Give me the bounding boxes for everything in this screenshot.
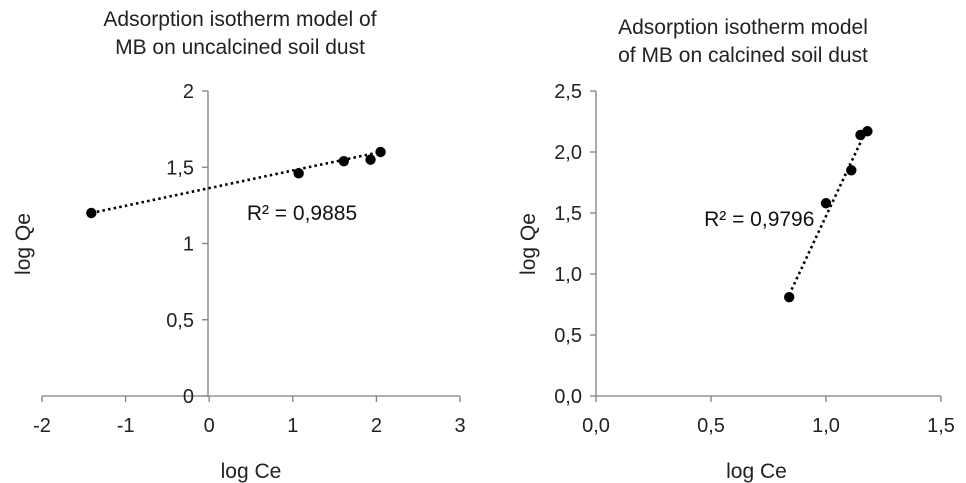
x-tick-label: -1 [117,415,135,437]
y-axis-title: log Qe [12,213,35,275]
chart-title-line-1: Adsorption isotherm model [618,16,868,39]
chart-right: Adsorption isotherm model of MB on calci… [483,0,966,483]
chart-title-line-1: Adsorption isotherm model of [103,8,377,31]
x-tick-label: 1,0 [812,415,840,437]
y-tick-label: 1 [183,234,194,256]
x-tick-label: 0,0 [582,415,610,437]
x-tick-label: 1,5 [927,415,955,437]
y-tick-label: 1,0 [554,264,582,286]
x-tick-label: 3 [454,415,465,437]
y-tick-label: 2,0 [554,142,582,164]
data-point [820,198,832,209]
y-tick-label: 0,5 [166,310,194,332]
data-point [293,168,304,179]
y-tick-label: 0,0 [554,386,582,408]
data-point [375,146,386,158]
data-point [784,291,795,303]
data-point [338,155,349,167]
x-axis-title: log Ce [221,460,282,483]
y-axis-title: log Qe [517,213,540,275]
r-squared-label: R² = 0,9796 [704,208,814,231]
x-tick-label: -2 [33,415,51,437]
plot-area: -2 -1 0 1 2 3 0 0,5 1 1,5 2 log Ce log Qe R² = 0,9885 [12,81,466,483]
x-tick-label: 2 [371,415,382,437]
y-tick-label: 0,5 [554,325,582,347]
trendline [788,127,869,296]
x-tick-label: 1 [287,415,298,437]
trendline [91,150,381,215]
y-tick-label: 2,5 [554,81,582,103]
y-tick-label: 1,5 [554,203,582,225]
data-point [846,165,857,176]
chart-title: Adsorption isotherm model of MB on calci… [543,14,943,70]
x-tick-label: 0 [204,415,215,437]
x-axis-title: log Ce [726,460,787,483]
chart-left: Adsorption isotherm model of MB on uncal… [12,6,466,483]
data-point [86,207,97,219]
plot-area: 0,0 0,5 1,0 1,5 0,0 0,5 1,0 1,5 2,0 2,5 log Ce log … [517,81,955,483]
y-tick-label: 1,5 [166,157,194,179]
data-point [365,154,376,165]
y-tick-label: 0 [183,386,194,408]
r-squared-label: R² = 0,9885 [247,202,357,225]
chart-title-line-2: of MB on calcined soil dust [618,44,868,67]
data-point [862,126,873,137]
chart-title-line-2: MB on uncalcined soil dust [115,36,365,59]
chart-title: Adsorption isotherm model of MB on uncal… [40,6,440,62]
x-tick-label: 0,5 [697,415,725,437]
y-tick-label: 2 [183,81,194,103]
